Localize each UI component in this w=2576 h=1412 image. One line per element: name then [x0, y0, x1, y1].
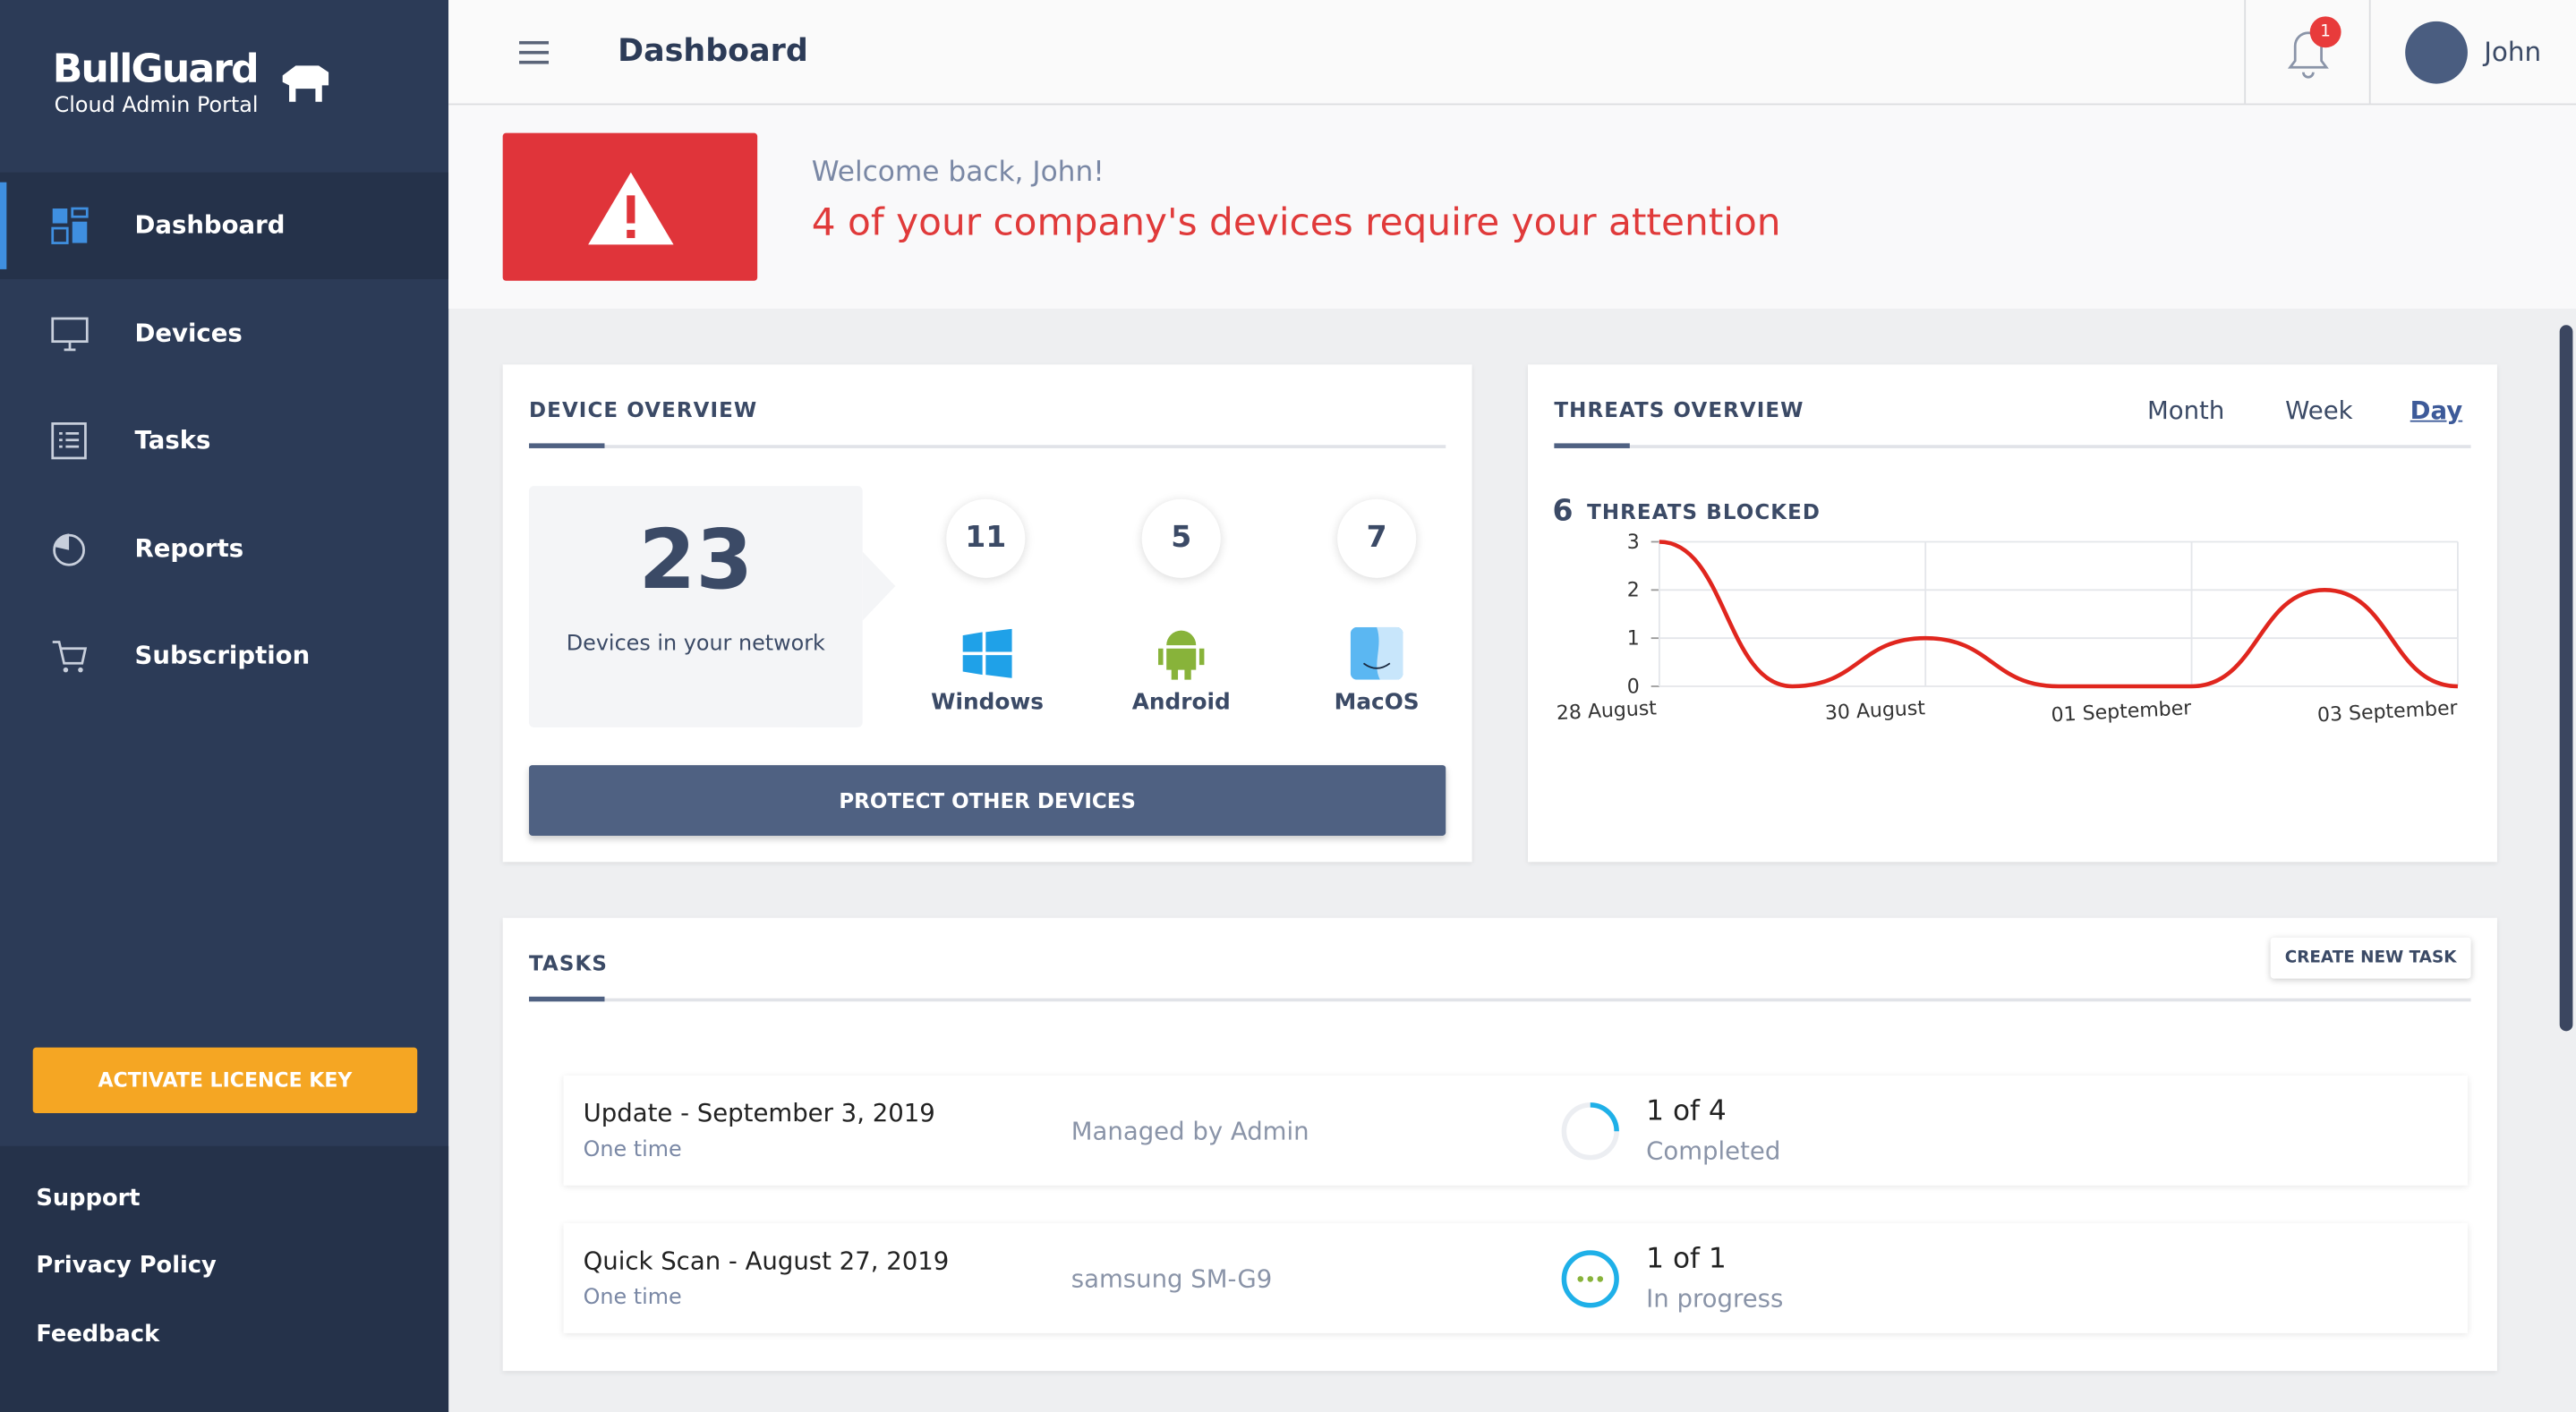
create-task-button[interactable]: CREATE NEW TASK [2270, 937, 2471, 979]
x-tick-label: 01 September [2051, 697, 2193, 727]
threats-chart: 0 1 2 3 28 August 30 August 01 September 03 Sep… [1556, 532, 2459, 727]
protect-button[interactable]: PROTECT OTHER DEVICES [529, 765, 1446, 836]
sidebar-footer [0, 1145, 449, 1412]
footer-link[interactable]: Support [36, 1185, 141, 1212]
divider [2368, 0, 2371, 104]
task-name: Quick Scan - August 27, 2019 [583, 1246, 950, 1276]
footer-link[interactable]: Feedback [36, 1322, 160, 1348]
platform-name: Android [1131, 689, 1231, 717]
card-title: THREATS OVERVIEW [1554, 397, 1804, 422]
android-icon [1158, 630, 1205, 680]
y-tick-label: 0 [1627, 676, 1640, 698]
nav-item[interactable]: Dashboard [0, 172, 449, 279]
nav-icon [53, 532, 85, 566]
y-tick-label: 2 [1627, 580, 1640, 602]
task-status: In progress [1646, 1283, 1784, 1314]
task-row[interactable]: Quick Scan - August 27, 2019 One time sams… [563, 1223, 2468, 1333]
x-tick-label: 28 August [1556, 697, 1658, 725]
card-title: TASKS [529, 950, 608, 975]
nav-label: Tasks [134, 425, 211, 455]
task-schedule: One time [583, 1285, 682, 1311]
header [448, 0, 2576, 106]
nav-item[interactable]: Reports [0, 495, 448, 601]
task-target: samsung SM-G9 [1070, 1263, 1273, 1294]
welcome-text: Welcome back, John! [811, 156, 1105, 190]
sidebar: BullGuard Cloud Admin Portal Dashboard De… [0, 0, 449, 1412]
nav-icon [51, 422, 87, 460]
rule-accent [1554, 443, 1630, 448]
card-title: DEVICE OVERVIEW [529, 397, 758, 422]
task-status: Completed [1646, 1136, 1781, 1166]
threat-line [1659, 540, 2458, 689]
platform-name: Windows [931, 689, 1045, 717]
progress-ring [1561, 1250, 1619, 1308]
page-title: Dashboard [618, 32, 808, 70]
windows-icon [962, 628, 1012, 678]
nav-label: Reports [134, 532, 244, 563]
rule [529, 998, 2471, 1002]
nav-label: Devices [134, 318, 243, 348]
x-tick-label: 30 August [1824, 697, 1926, 725]
nav-item[interactable]: Tasks [0, 387, 448, 494]
rule [529, 445, 1446, 448]
task-progress: 1 of 4 [1646, 1094, 1727, 1128]
logo-subtitle: Cloud Admin Portal [54, 93, 259, 119]
nav-icon [51, 316, 89, 351]
y-tick-label: 1 [1627, 628, 1640, 651]
device-total-label: Devices in your network [566, 632, 825, 657]
progress-ring [1561, 1102, 1619, 1161]
tab[interactable]: Week [2285, 396, 2353, 426]
avatar[interactable] [2405, 21, 2468, 84]
rule-accent [529, 443, 605, 448]
divider [2244, 0, 2247, 104]
warning-icon [588, 172, 674, 245]
scrollbar[interactable] [2559, 325, 2573, 1032]
device-total: 23 [638, 512, 754, 608]
platform-count: 7 [1337, 498, 1417, 578]
platform-count: 5 [1141, 498, 1221, 578]
user-name[interactable]: John [2484, 36, 2542, 68]
logo-dog [282, 65, 329, 102]
macos-icon [1350, 626, 1403, 680]
footer-link[interactable]: Privacy Policy [36, 1253, 217, 1280]
task-name: Update - September 3, 2019 [583, 1098, 935, 1128]
nav-label: Subscription [134, 640, 311, 670]
nav-icon [51, 207, 89, 244]
task-progress: 1 of 1 [1646, 1243, 1727, 1276]
nav-icon [52, 641, 88, 673]
notification-badge: 1 [2309, 16, 2341, 48]
total-box [529, 486, 863, 727]
rule [1554, 445, 2471, 448]
alert-box [502, 132, 758, 281]
x-tick-label: 03 September [2316, 697, 2459, 727]
platform-name: MacOS [1334, 689, 1420, 717]
alert-message: 4 of your company's devices require your… [811, 201, 1781, 245]
alert-banner [448, 105, 2576, 309]
task-row[interactable]: Update - September 3, 2019 One time Manage… [563, 1075, 2468, 1186]
tab[interactable]: Month [2146, 396, 2225, 426]
task-target: Managed by Admin [1070, 1116, 1309, 1146]
menu-icon[interactable] [519, 40, 550, 64]
platform-count: 11 [946, 498, 1026, 578]
tab[interactable]: Day [2410, 396, 2463, 426]
blocked-count: 6 [1552, 494, 1574, 529]
blocked-label: THREATS BLOCKED [1587, 498, 1821, 524]
nav-item[interactable]: Devices [0, 280, 448, 387]
total-pointer [862, 551, 896, 621]
rule-accent [529, 996, 605, 1002]
activate-button[interactable]: ACTIVATE LICENCE KEY [32, 1047, 418, 1114]
nav-item[interactable]: Subscription [0, 602, 448, 709]
task-schedule: One time [583, 1137, 682, 1163]
logo: BullGuard [52, 46, 260, 92]
y-tick-label: 3 [1627, 532, 1640, 554]
nav-label: Dashboard [134, 209, 286, 240]
